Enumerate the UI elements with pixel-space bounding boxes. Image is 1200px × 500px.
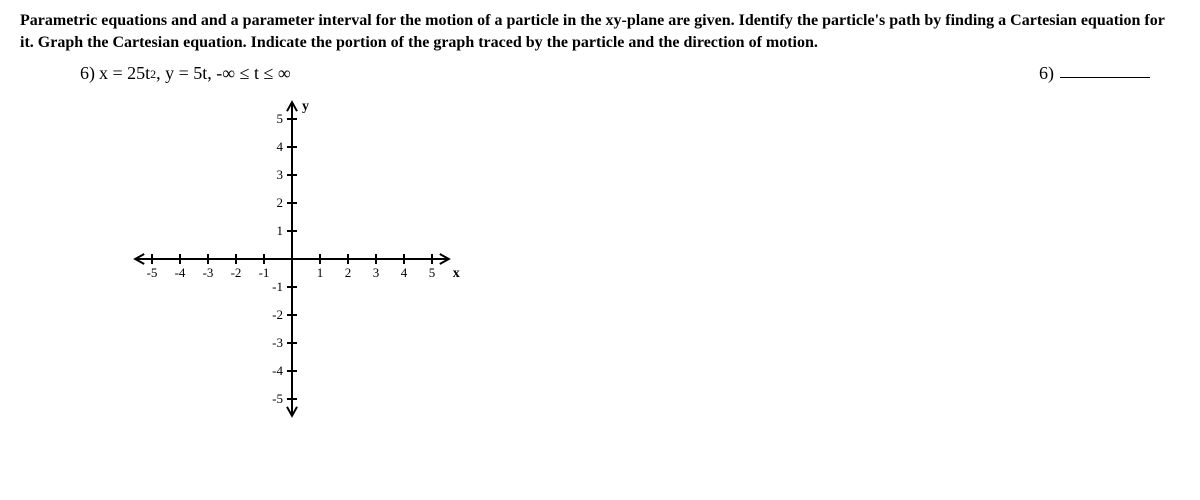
equation-suffix: , y = 5t, -∞ ≤ t ≤ ∞ xyxy=(156,63,291,84)
svg-text:1: 1 xyxy=(317,265,324,280)
equation-prefix: x = 25t xyxy=(99,63,150,84)
svg-text:5: 5 xyxy=(429,265,436,280)
problem-number: 6) xyxy=(80,63,95,84)
svg-text:3: 3 xyxy=(373,265,380,280)
svg-text:5: 5 xyxy=(277,111,284,126)
svg-text:2: 2 xyxy=(345,265,352,280)
svg-text:4: 4 xyxy=(401,265,408,280)
svg-text:-4: -4 xyxy=(175,265,186,280)
graph-area: -5 -4 -3 -2 -1 1 2 3 4 5 -5 -4 -3 -2 -1 1 2 3 4 5 x y xyxy=(110,89,1180,434)
svg-text:-1: -1 xyxy=(272,279,283,294)
problem-description: Parametric equations and and a parameter… xyxy=(20,10,1180,55)
svg-text:3: 3 xyxy=(277,167,284,182)
svg-text:-2: -2 xyxy=(272,307,283,322)
svg-text:2: 2 xyxy=(277,195,284,210)
svg-text:4: 4 xyxy=(277,139,284,154)
coordinate-plane: -5 -4 -3 -2 -1 1 2 3 4 5 -5 -4 -3 -2 -1 1 2 3 4 5 x y xyxy=(110,89,490,429)
svg-text:y: y xyxy=(302,99,309,114)
svg-text:-1: -1 xyxy=(259,265,270,280)
svg-text:x: x xyxy=(453,266,460,281)
answer-number: 6) xyxy=(1039,63,1054,84)
svg-text:1: 1 xyxy=(277,223,284,238)
svg-text:-5: -5 xyxy=(147,265,158,280)
equation-left: 6) x = 25t2, y = 5t, -∞ ≤ t ≤ ∞ xyxy=(80,63,291,84)
equation-row: 6) x = 25t2, y = 5t, -∞ ≤ t ≤ ∞ 6) xyxy=(20,63,1180,84)
svg-text:-5: -5 xyxy=(272,391,283,406)
svg-text:-4: -4 xyxy=(272,363,283,378)
equation-exponent: 2 xyxy=(150,67,156,82)
svg-text:-3: -3 xyxy=(272,335,283,350)
svg-text:-2: -2 xyxy=(231,265,242,280)
answer-area: 6) xyxy=(1039,63,1150,84)
svg-text:-3: -3 xyxy=(203,265,214,280)
answer-blank-line xyxy=(1060,77,1150,78)
